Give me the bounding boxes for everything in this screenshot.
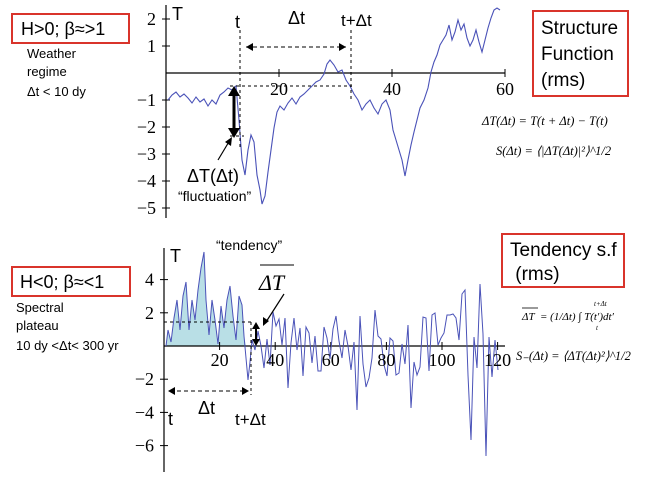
top-title-box-text: Structure Function (rms) (541, 18, 623, 91)
bottom-formula-lower-limit: t (596, 324, 599, 332)
top-x-tick-label: 60 (496, 79, 514, 99)
top-dt-arrowhead-right (339, 43, 346, 51)
bottom-y-tick-marks (160, 279, 168, 447)
top-formula-structure: S(Δt) = ⟨|ΔT(Δt)|²⟩^1/2 (496, 144, 611, 158)
top-fluct-symbol: ΔT(Δt) (187, 166, 239, 186)
bottom-x-tick-labels: 20 40 60 80 100 120 (211, 350, 512, 370)
top-x-tick-label: 20 (270, 79, 288, 99)
bottom-y-tick-label: −2 (135, 369, 154, 389)
top-y-tick-label: −1 (137, 90, 156, 110)
bottom-tendency-symbol: ΔT (258, 270, 286, 295)
top-fluct-arrowhead-up (228, 86, 240, 96)
top-y-tick-label: −5 (137, 198, 156, 218)
bottom-dt-arrowhead-left (168, 387, 175, 395)
top-regime-box-text: H>0; β≈>1 (21, 19, 105, 39)
bottom-regime-box: H<0; β≈<1 (11, 266, 131, 297)
bottom-marker-dt: Δt (198, 398, 215, 418)
bottom-marker-t-dt: t+Δt (235, 410, 266, 429)
top-y-tick-label: 1 (147, 36, 156, 56)
bottom-y-tick-label: 2 (145, 303, 154, 323)
bottom-mean-arrowhead-down (252, 339, 260, 346)
bottom-x-tick-label: 80 (377, 350, 395, 370)
top-fluct-arrowhead-down (228, 128, 240, 138)
bottom-tendency-word: “tendency” (216, 237, 282, 253)
bottom-y-tick-label: −4 (135, 402, 154, 422)
top-x-tick-label: 40 (383, 79, 401, 99)
top-regime-box: H>0; β≈>1 (11, 13, 130, 44)
top-y-tick-label: 2 (147, 9, 156, 29)
bottom-regime-box-text: H<0; β≈<1 (20, 272, 104, 292)
bottom-x-tick-label: 40 (266, 350, 284, 370)
top-axis-title: T (172, 4, 183, 24)
bottom-formula-rhs: = (1/Δt) ∫ T(t′)dt′ (540, 311, 615, 323)
bottom-x-tick-label: 100 (429, 350, 456, 370)
bottom-y-tick-label: −6 (135, 436, 154, 456)
bottom-title-box: Tendency s.f (rms) (501, 233, 625, 288)
top-regime-label: Weather regime Δt < 10 dy (27, 46, 86, 99)
bottom-marker-t: t (168, 409, 173, 429)
bottom-panel: T “tendency” ΔT t Δt t+Δt 20 40 60 80 100 120… (16, 237, 631, 472)
top-fluct-pointer-head (225, 137, 232, 146)
bottom-x-tick-label: 60 (322, 350, 340, 370)
bottom-y-tick-labels: 4 2 −2 −4 −6 (135, 270, 154, 456)
top-title-box: Structure Function (rms) (532, 10, 629, 97)
bottom-title-box-text: Tendency s.f (rms) (510, 240, 622, 285)
bottom-regime-label: Spectral plateau 10 dy <Δt< 300 yr (16, 300, 119, 353)
top-y-tick-label: −2 (137, 117, 156, 137)
top-marker-dt: Δt (288, 8, 305, 28)
top-fluct-word: “fluctuation” (178, 188, 251, 204)
bottom-formula-upper-limit: t+Δt (594, 300, 608, 308)
bottom-dt-arrowhead-right (242, 387, 249, 395)
bottom-x-tick-label: 20 (211, 350, 229, 370)
top-formula-difference: ΔT(Δt) = T(t + Δt) − T(t) (481, 114, 608, 128)
top-y-tick-label: −4 (137, 171, 156, 191)
top-dt-arrowhead-left (246, 43, 253, 51)
bottom-formula-tendency-sf: S₋(Δt) = ⟨ΔT(Δt)²⟩^1/2 (516, 349, 631, 363)
bottom-formula-lhs: ΔT (521, 311, 535, 323)
bottom-tendency-pointer (265, 293, 285, 323)
bottom-temperature-series (165, 251, 499, 457)
bottom-tendency-pointer-head (263, 317, 269, 326)
bottom-mean-arrowhead-up (252, 322, 260, 329)
top-y-tick-label: −3 (137, 144, 156, 164)
top-marker-t: t (235, 12, 240, 32)
top-marker-t-dt: t+Δt (341, 11, 372, 30)
bottom-x-tick-label: 120 (484, 350, 511, 370)
top-y-tick-labels: 2 1 −1 −2 −3 −4 −5 (137, 9, 156, 218)
bottom-y-tick-label: 4 (145, 270, 154, 290)
bottom-axis-title: T (170, 246, 181, 266)
